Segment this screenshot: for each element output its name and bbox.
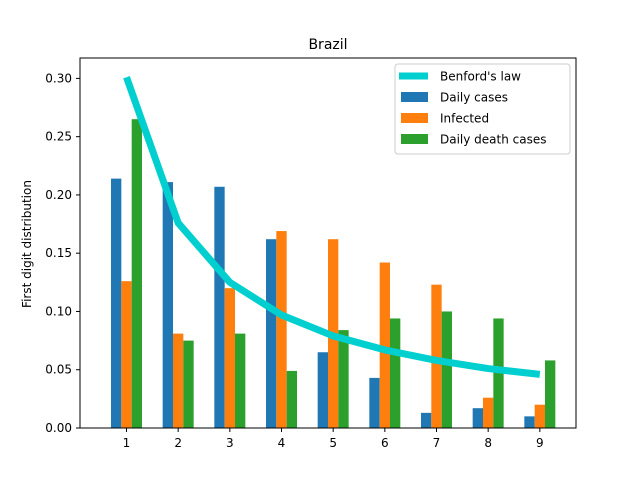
y-tick-label: 0.25 (45, 130, 72, 144)
bar-daily-cases-7 (421, 412, 432, 428)
bar-infected-1 (121, 281, 132, 428)
legend: Benford's law Daily cases Infected Daily de… (394, 63, 571, 155)
bar-daily-death-cases-4 (286, 370, 297, 428)
legend-box (394, 63, 571, 155)
legend-swatch-infected (401, 113, 428, 123)
benford-law-line (123, 76, 541, 378)
bar-infected-9 (534, 404, 545, 428)
bar-daily-death-cases-1 (131, 119, 142, 429)
bar-daily-cases-6 (369, 377, 380, 428)
bar-daily-cases-8 (472, 408, 483, 428)
bar-daily-death-cases-7 (441, 311, 452, 428)
legend-swatch-daily-death-cases (401, 134, 428, 144)
bar-daily-cases-2 (162, 182, 173, 428)
x-tick-label: 6 (381, 436, 389, 450)
y-tick-label: 0.00 (45, 421, 72, 435)
y-tick-label: 0.10 (45, 304, 72, 318)
legend-swatch-daily-cases (401, 92, 428, 102)
x-tick-label: 3 (226, 436, 234, 450)
x-tick-label: 5 (329, 436, 337, 450)
bar-daily-death-cases-6 (390, 318, 401, 428)
bar-daily-death-cases-3 (235, 333, 246, 428)
legend-label-infected: Infected (440, 112, 489, 126)
y-axis-label: First digit distribution (20, 180, 34, 308)
x-tick-label: 1 (123, 436, 131, 450)
legend-label-daily-cases: Daily cases (440, 91, 508, 105)
bar-infected-6 (379, 262, 390, 428)
bar-daily-death-cases-2 (183, 340, 194, 428)
axes-frame (79, 57, 577, 429)
bar-infected-7 (431, 284, 442, 428)
bar-infected-2 (173, 333, 184, 428)
x-tick-label: 2 (174, 436, 182, 450)
plot-area: 0.00 0.05 0.10 0.15 0.20 0.25 0.30 1 2 3 4 5 6 7 8 9 (45, 57, 577, 450)
bar-daily-cases-3 (214, 186, 225, 428)
bar-infected-8 (483, 397, 494, 428)
chart-title: Brazil (308, 37, 347, 53)
legend-label-benford-s-law: Benford's law (440, 70, 521, 84)
y-tick-label: 0.15 (45, 246, 72, 260)
y-tick-label: 0.20 (45, 188, 72, 202)
y-tick-label: 0.30 (45, 71, 72, 85)
bar-daily-cases-9 (524, 416, 535, 428)
x-tick-label: 4 (278, 436, 286, 450)
y-tick-label: 0.05 (45, 363, 72, 377)
bar-daily-death-cases-5 (338, 330, 349, 428)
bar-infected-4 (276, 231, 287, 428)
bar-infected-3 (224, 288, 235, 428)
x-tick-label: 7 (433, 436, 441, 450)
x-tick-label: 9 (536, 436, 544, 450)
x-tick-label: 8 (484, 436, 492, 450)
bar-daily-cases-1 (111, 178, 122, 428)
bar-daily-cases-4 (266, 239, 277, 428)
bar-daily-death-cases-9 (545, 360, 556, 428)
bar-daily-cases-5 (317, 352, 328, 428)
legend-label-daily-death-cases: Daily death cases (440, 133, 547, 147)
